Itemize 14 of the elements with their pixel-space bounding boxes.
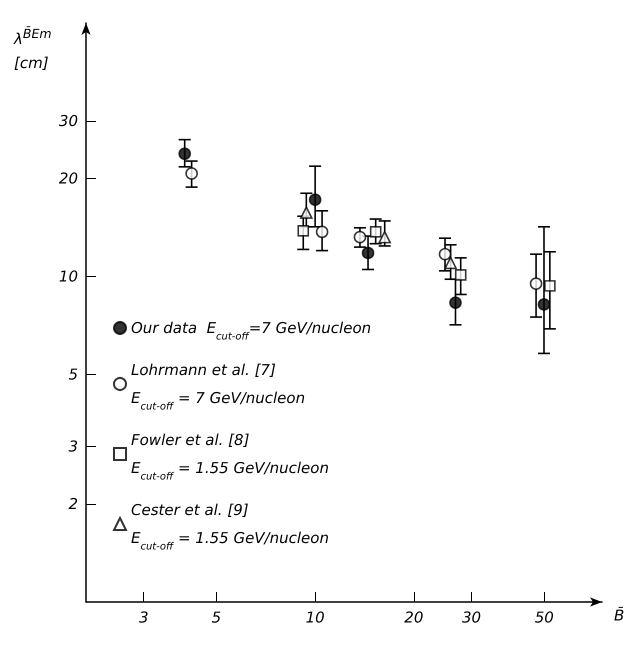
- y-tick-label: 5: [68, 365, 78, 384]
- y-tick-label: 30: [58, 112, 78, 130]
- x-tick-label: 3: [138, 608, 148, 626]
- x-tick-label: 50: [534, 608, 554, 626]
- x-tick-label: 5: [212, 608, 222, 626]
- y-tick-label: 2: [68, 494, 78, 513]
- x-tick-label: 30: [462, 608, 482, 626]
- y-tick-label: 20: [58, 169, 78, 188]
- y-tick-label: 3: [68, 438, 78, 456]
- x-tick-label: 10: [306, 608, 325, 626]
- y-tick-label: 10: [58, 267, 78, 286]
- y-axis-title: λ$^{B̄Em}$ [cm]: [14, 22, 80, 75]
- x-tick-label: 20: [404, 608, 424, 626]
- x-axis-title: B̄: [614, 606, 624, 624]
